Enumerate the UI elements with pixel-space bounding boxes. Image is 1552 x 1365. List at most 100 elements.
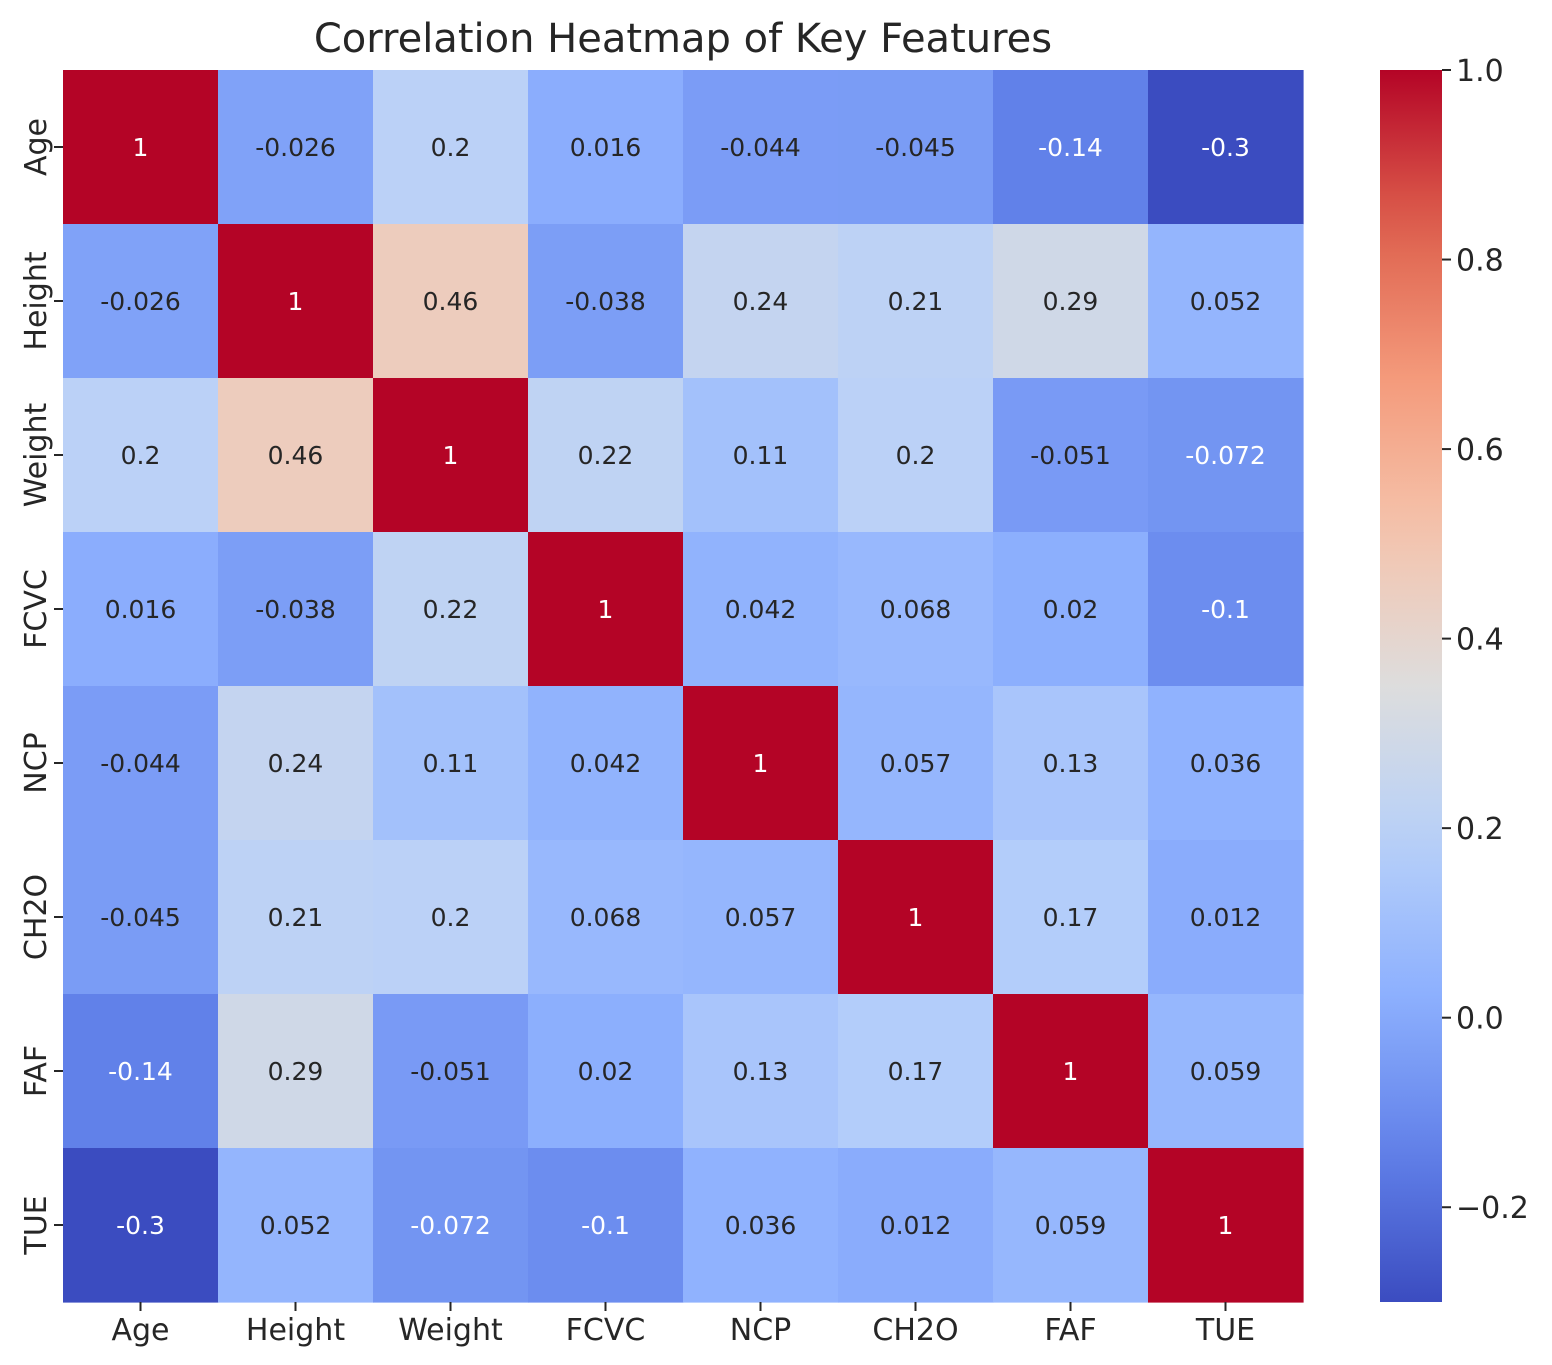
heatmap-cell (218, 1148, 374, 1303)
cell-value-label: 1 (443, 441, 459, 470)
heatmap-cell (63, 1148, 219, 1303)
cell-value-label: -0.14 (1038, 133, 1103, 162)
cell-value-label: -0.026 (100, 287, 181, 316)
cell-value-label: 0.052 (260, 1211, 332, 1240)
x-tick-label: NCP (730, 1313, 791, 1348)
heatmap-cell (373, 1148, 529, 1303)
heatmap-cell (993, 70, 1149, 225)
cell-value-label: 0.17 (1043, 903, 1099, 932)
cell-value-label: 0.068 (570, 903, 642, 932)
colorbar-tick-label: 1.0 (1456, 54, 1504, 89)
cell-value-label: -0.3 (116, 1211, 165, 1240)
cell-value-label: 0.068 (880, 595, 952, 624)
colorbar-tick-label: 0.8 (1456, 244, 1504, 279)
cell-value-label: 1 (1063, 1057, 1079, 1086)
colorbar-tick-label: 0.2 (1456, 812, 1504, 847)
heatmap-cell (838, 1148, 994, 1303)
colorbar: −0.2 0.0 0.2 0.4 0.6 0.8 1.0 (1380, 54, 1529, 1302)
cell-value-label: 0.012 (880, 1211, 952, 1240)
heatmap-cell (528, 224, 684, 379)
heatmap-cell (373, 224, 529, 379)
cell-value-label: -0.051 (1030, 441, 1111, 470)
heatmap-cell (528, 532, 684, 687)
cell-value-label: 1 (288, 287, 304, 316)
x-axis: Age Height Weight FCVC NCP CH2O FAF TUE (111, 1302, 1255, 1348)
heatmap-cell (683, 532, 839, 687)
x-tick-label: FAF (1044, 1313, 1096, 1348)
cell-value-label: 0.052 (1190, 287, 1262, 316)
cell-value-label: 0.29 (268, 1057, 324, 1086)
cell-value-label: 0.059 (1190, 1057, 1262, 1086)
heatmap-cells: 1 -0.026 0.2 0.016 -0.044 -0.045 -0.14 -0.3 -0.0… (63, 70, 1304, 1303)
cell-value-label: -0.038 (565, 287, 646, 316)
cell-value-label: -0.044 (720, 133, 801, 162)
heatmap-cell (993, 994, 1149, 1149)
heatmap-cell (528, 840, 684, 995)
heatmap-cell (1148, 686, 1304, 841)
chart-title: Correlation Heatmap of Key Features (314, 16, 1052, 62)
heatmap-cell (1148, 840, 1304, 995)
y-tick-label: TUE (19, 1195, 54, 1255)
heatmap-cell (683, 378, 839, 533)
x-tick-label: Height (246, 1313, 345, 1348)
heatmap-cell (218, 840, 374, 995)
heatmap-cell (1148, 70, 1304, 225)
cell-value-label: 0.21 (268, 903, 324, 932)
heatmap-cell (63, 532, 219, 687)
y-tick-label: Weight (19, 403, 54, 508)
heatmap-cell (1148, 994, 1304, 1149)
colorbar-gradient (1380, 70, 1442, 1302)
heatmap-cell (683, 994, 839, 1149)
heatmap-cell (993, 532, 1149, 687)
cell-value-label: 0.2 (121, 441, 161, 470)
cell-value-label: -0.14 (108, 1057, 173, 1086)
heatmap-cell (838, 686, 994, 841)
cell-value-label: 0.057 (880, 749, 952, 778)
heatmap-cell (373, 840, 529, 995)
cell-value-label: 0.036 (725, 1211, 797, 1240)
heatmap-cell (683, 70, 839, 225)
cell-value-label: 0.24 (733, 287, 789, 316)
cell-value-label: -0.072 (1185, 441, 1266, 470)
heatmap-cell (528, 70, 684, 225)
heatmap-cell (683, 1148, 839, 1303)
cell-value-label: -0.038 (255, 595, 336, 624)
cell-value-label: 0.2 (431, 903, 471, 932)
cell-value-label: 0.036 (1190, 749, 1262, 778)
heatmap-cell (218, 70, 374, 225)
cell-value-label: -0.026 (255, 133, 336, 162)
y-tick-label: NCP (19, 732, 54, 793)
heatmap-cell (373, 378, 529, 533)
heatmap-cell (528, 994, 684, 1149)
cell-value-label: 0.012 (1190, 903, 1262, 932)
heatmap-cell (993, 686, 1149, 841)
cell-value-label: -0.045 (100, 903, 181, 932)
cell-value-label: 1 (598, 595, 614, 624)
heatmap-cell (218, 994, 374, 1149)
heatmap-cell (1148, 224, 1304, 379)
cell-value-label: -0.044 (100, 749, 181, 778)
heatmap-cell (63, 224, 219, 379)
heatmap-cell (993, 1148, 1149, 1303)
cell-value-label: 0.2 (896, 441, 936, 470)
colorbar-tick-label: 0.6 (1456, 433, 1504, 468)
heatmap-cell (838, 70, 994, 225)
cell-value-label: -0.1 (1201, 595, 1250, 624)
cell-value-label: 0.02 (1043, 595, 1099, 624)
x-tick-label: CH2O (872, 1313, 958, 1348)
y-tick-label: Height (19, 251, 54, 350)
cell-value-label: 0.11 (733, 441, 789, 470)
cell-value-label: 0.29 (1043, 287, 1099, 316)
heatmap-cell (1148, 378, 1304, 533)
cell-value-label: 0.21 (888, 287, 944, 316)
cell-value-label: 0.042 (725, 595, 797, 624)
heatmap-cell (528, 378, 684, 533)
cell-value-label: 0.11 (423, 749, 479, 778)
cell-value-label: -0.072 (410, 1211, 491, 1240)
cell-value-label: 0.22 (578, 441, 634, 470)
heatmap-cell (63, 378, 219, 533)
heatmap-cell (838, 378, 994, 533)
cell-value-label: 0.059 (1035, 1211, 1107, 1240)
heatmap-cell (218, 224, 374, 379)
cell-value-label: 0.22 (423, 595, 479, 624)
